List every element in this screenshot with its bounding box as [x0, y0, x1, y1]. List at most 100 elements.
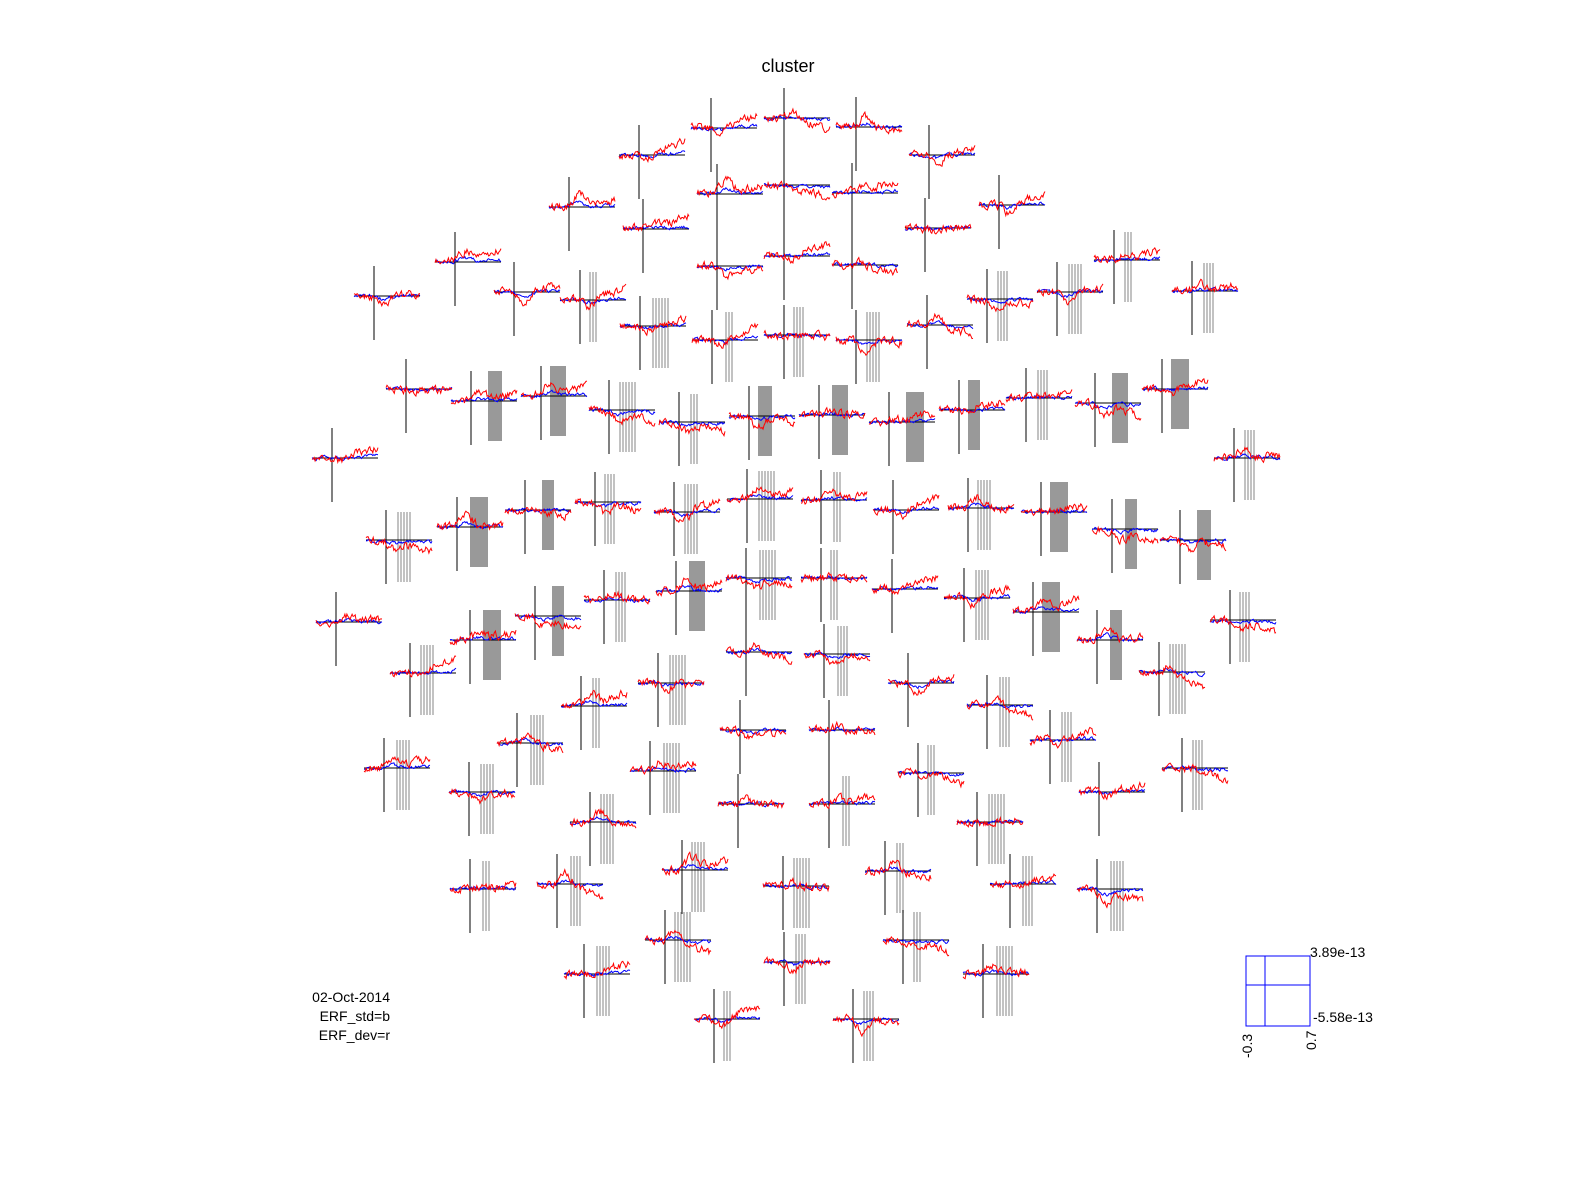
erf-dev-trace: [1076, 626, 1144, 645]
erf-dev-trace: [873, 494, 940, 521]
erf-dev-trace: [728, 411, 796, 431]
significance-band: [1197, 510, 1211, 580]
channel-plot: [1012, 582, 1080, 656]
channel-plot: [1091, 499, 1159, 573]
erf-dev-trace: [1141, 377, 1209, 397]
scale-ytick-top: 3.89e-13: [1310, 944, 1365, 960]
channel-plot: [868, 392, 936, 466]
significance-band: [1042, 582, 1060, 652]
channel-plot: [835, 97, 903, 171]
erf-dev-trace: [315, 612, 383, 628]
erf-dev-trace: [434, 247, 502, 265]
erf-dev-trace: [436, 510, 504, 531]
channel-plot: [1159, 510, 1227, 584]
channel-plot: [897, 743, 965, 817]
erf-dev-trace: [629, 760, 697, 775]
channel-plot: [693, 989, 761, 1063]
erf-dev-trace: [622, 213, 690, 232]
erf-dev-trace: [831, 181, 899, 199]
channel-plot: [1138, 642, 1206, 716]
erf-dev-trace: [1171, 278, 1239, 295]
erf-std-trace: [808, 726, 876, 733]
erf-std-trace: [1029, 735, 1097, 743]
erf-std-trace: [908, 151, 976, 160]
channel-plot: [1074, 373, 1142, 447]
erf-std-trace: [1159, 537, 1227, 544]
channel-plot: [1076, 610, 1144, 684]
erf-dev-trace: [882, 935, 950, 957]
erf-std-trace: [962, 969, 1030, 977]
channel-plot: [1078, 762, 1146, 836]
significance-band: [832, 385, 848, 455]
erf-std-trace: [622, 225, 690, 231]
erf-std-trace: [514, 614, 582, 622]
erf-std-trace: [389, 667, 457, 676]
erf-std-trace: [696, 264, 764, 272]
significance-band: [758, 386, 772, 456]
channel-plot: [574, 472, 642, 546]
channel-plot: [559, 270, 627, 344]
erf-dev-trace: [1074, 397, 1142, 421]
channel-plot: [696, 236, 764, 310]
erf-std-trace: [629, 766, 697, 774]
erf-dev-trace: [389, 655, 457, 678]
erf-dev-trace: [696, 175, 764, 199]
erf-dev-trace: [908, 145, 976, 167]
channel-plot: [1036, 262, 1104, 336]
channel-plot: [904, 198, 972, 272]
channel-plot: [363, 738, 431, 812]
channel-plot: [808, 774, 876, 848]
erf-std-trace: [978, 201, 1046, 210]
erf-dev-trace: [719, 725, 787, 741]
erf-std-trace: [696, 187, 764, 196]
erf-dev-trace: [938, 399, 1006, 415]
channel-plot: [1020, 482, 1088, 556]
channel-plot: [1161, 738, 1229, 812]
channel-plot: [725, 622, 793, 696]
erf-std-trace: [943, 593, 1011, 602]
erf-dev-trace: [1076, 884, 1144, 909]
erf-dev-trace: [655, 577, 723, 597]
scale-ytick-bottom: -5.58e-13: [1313, 1009, 1373, 1025]
channel-plot: [449, 859, 517, 933]
erf-std-trace: [1171, 286, 1239, 294]
scale-box-frame: [1245, 955, 1311, 1027]
channel-plot: [569, 792, 637, 866]
channel-plot: [835, 310, 903, 384]
erf-dev-trace: [644, 929, 712, 956]
channel-plot: [803, 624, 871, 698]
erf-dev-trace: [966, 694, 1034, 721]
erf-dev-trace: [966, 294, 1034, 313]
erf-std-trace: [719, 727, 787, 735]
erf-dev-trace: [763, 329, 831, 342]
erf-dev-trace: [653, 498, 721, 524]
erf-dev-trace: [887, 674, 955, 696]
erf-std-trace: [966, 702, 1034, 709]
channel-plot: [696, 164, 764, 238]
significance-band: [552, 586, 564, 656]
erf-dev-trace: [871, 574, 939, 595]
erf-std-trace: [1141, 385, 1209, 392]
channel-plot: [653, 482, 721, 556]
erf-dev-trace: [831, 256, 898, 277]
significance-band: [470, 497, 488, 567]
erf-dev-trace: [947, 494, 1015, 514]
erf-dev-trace: [583, 590, 651, 605]
scale-xtick-left: -0.3: [1239, 1034, 1255, 1058]
erf-dev-trace: [1159, 535, 1227, 553]
erf-dev-trace: [763, 107, 831, 134]
erf-dev-trace: [1012, 595, 1080, 614]
channel-plot: [763, 932, 831, 1006]
erf-dev-trace: [569, 807, 637, 829]
erf-dev-trace: [1005, 389, 1073, 403]
channel-plot: [831, 163, 899, 237]
erf-std-trace: [1074, 401, 1142, 410]
channel-plot: [798, 385, 866, 459]
erf-std-trace: [897, 770, 965, 777]
channel-plot: [619, 296, 687, 370]
channel-plot: [637, 653, 705, 727]
channel-plot: [947, 478, 1015, 552]
channel-plot: [389, 643, 457, 717]
erf-dev-trace: [762, 876, 830, 893]
erf-std-trace: [956, 819, 1024, 826]
